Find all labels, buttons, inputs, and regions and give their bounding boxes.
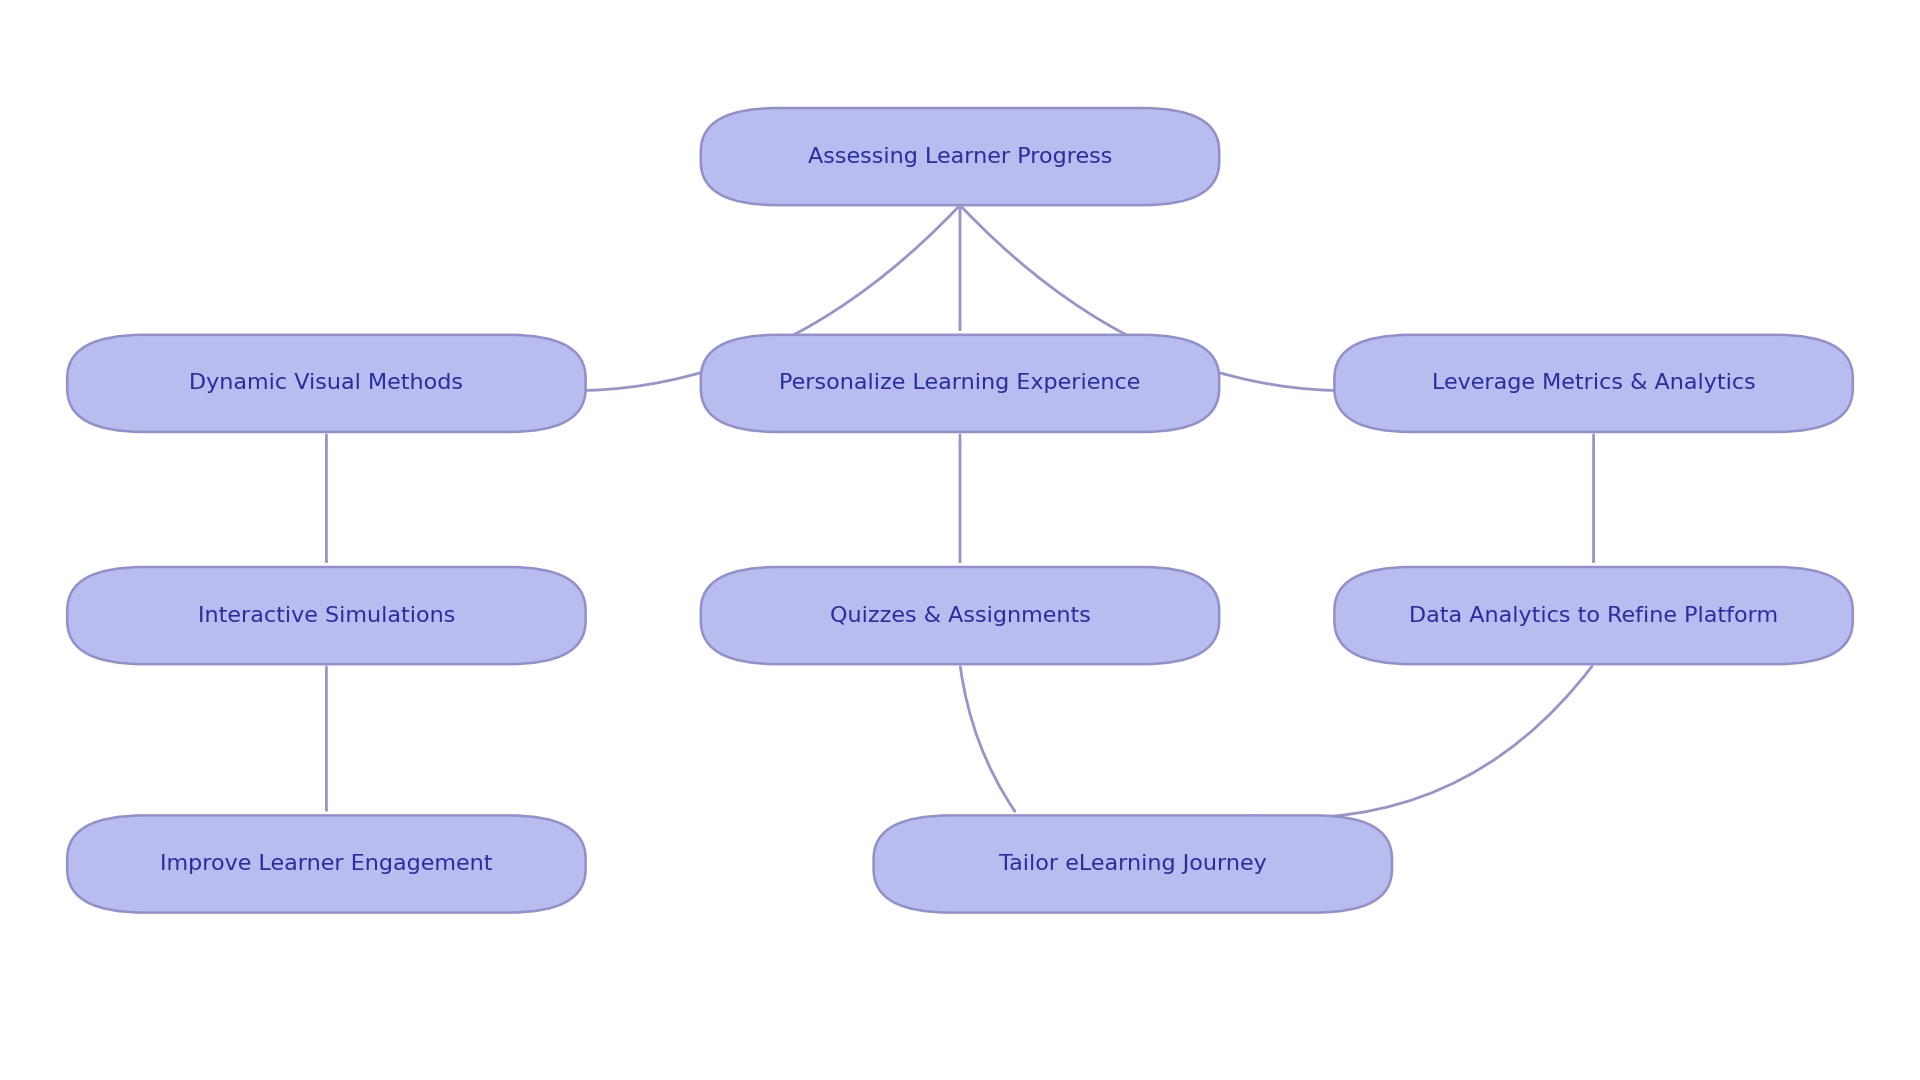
FancyBboxPatch shape [701, 108, 1219, 205]
FancyBboxPatch shape [1334, 567, 1853, 664]
Text: Improve Learner Engagement: Improve Learner Engagement [159, 854, 493, 874]
Text: Data Analytics to Refine Platform: Data Analytics to Refine Platform [1409, 606, 1778, 625]
FancyBboxPatch shape [701, 567, 1219, 664]
Text: Tailor eLearning Journey: Tailor eLearning Journey [998, 854, 1267, 874]
Text: Assessing Learner Progress: Assessing Learner Progress [808, 147, 1112, 166]
FancyBboxPatch shape [67, 567, 586, 664]
FancyBboxPatch shape [1334, 335, 1853, 432]
FancyBboxPatch shape [874, 815, 1392, 913]
FancyBboxPatch shape [701, 335, 1219, 432]
FancyBboxPatch shape [67, 335, 586, 432]
Text: Interactive Simulations: Interactive Simulations [198, 606, 455, 625]
Text: Personalize Learning Experience: Personalize Learning Experience [780, 374, 1140, 393]
FancyBboxPatch shape [67, 815, 586, 913]
Text: Quizzes & Assignments: Quizzes & Assignments [829, 606, 1091, 625]
Text: Leverage Metrics & Analytics: Leverage Metrics & Analytics [1432, 374, 1755, 393]
Text: Dynamic Visual Methods: Dynamic Visual Methods [190, 374, 463, 393]
